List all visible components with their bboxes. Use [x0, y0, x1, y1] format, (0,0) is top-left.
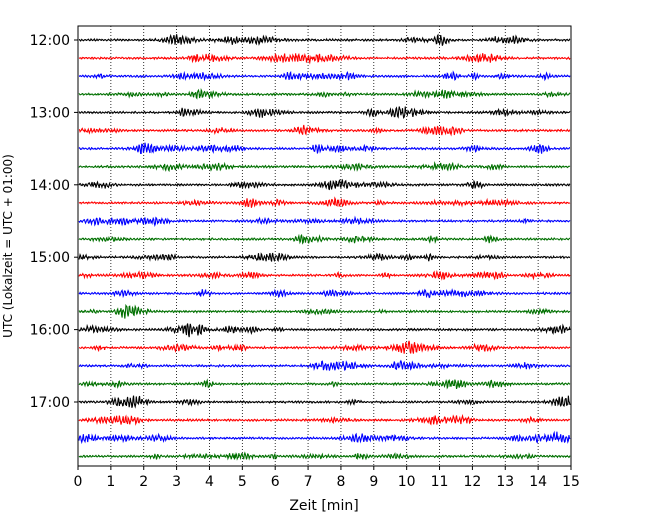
- trace-line: [78, 323, 571, 338]
- x-tick-label: 8: [336, 474, 345, 490]
- x-axis-label: Zeit [min]: [289, 498, 358, 514]
- trace-line: [78, 359, 571, 371]
- trace-line: [78, 288, 571, 299]
- y-tick-label: 17:00: [30, 395, 70, 411]
- trace-line: [78, 88, 571, 100]
- x-tick-label: 13: [496, 474, 514, 490]
- y-axis-label: UTC (Lokalzeit = UTC + 01:00): [1, 154, 15, 338]
- y-tick-label: 14:00: [30, 178, 70, 194]
- trace-line: [78, 252, 571, 263]
- y-tick-label: 15:00: [30, 250, 70, 266]
- trace-line: [78, 160, 571, 173]
- x-tick-label: 7: [304, 474, 313, 490]
- x-tick-label: 6: [271, 474, 280, 490]
- trace-line: [78, 413, 571, 426]
- grid-layer: [110, 26, 539, 466]
- trace-line: [78, 33, 571, 46]
- trace-line: [78, 178, 571, 191]
- trace-line: [78, 340, 571, 354]
- trace-line: [78, 395, 571, 409]
- trace-line: [78, 233, 571, 245]
- trace-line: [78, 270, 571, 281]
- plot-frame: [77, 25, 572, 467]
- x-tick-label: 0: [74, 474, 83, 490]
- x-tick-label: 5: [238, 474, 247, 490]
- y-tick-label: 12:00: [30, 33, 70, 49]
- x-tick-label: 12: [463, 474, 481, 490]
- trace-line: [78, 451, 571, 461]
- x-tick-label: 3: [172, 474, 181, 490]
- x-tick-label: 4: [205, 474, 214, 490]
- trace-line: [78, 378, 571, 390]
- x-tick-label: 15: [562, 474, 580, 490]
- x-tick-layer: 0 1 2 3 4 5 6 7 8 9 10 11 12 13 14 15: [74, 466, 580, 490]
- y-tick-label: 13:00: [30, 105, 70, 121]
- trace-line: [78, 215, 571, 228]
- trace-line: [78, 124, 571, 137]
- x-tick-label: 10: [398, 474, 416, 490]
- y-tick-label: 16:00: [30, 323, 70, 339]
- x-tick-label: 11: [431, 474, 449, 490]
- trace-line: [78, 70, 571, 82]
- x-tick-label: 2: [139, 474, 148, 490]
- y-tick-layer: 12:00 13:00 14:00 15:00 16:00 17:00: [30, 33, 78, 411]
- trace-line: [78, 430, 571, 445]
- trace-layer: [78, 33, 571, 461]
- trace-line: [78, 52, 571, 65]
- trace-line: [78, 106, 571, 120]
- trace-line: [78, 142, 571, 155]
- trace-line: [78, 303, 571, 319]
- x-tick-label: 9: [369, 474, 378, 490]
- x-tick-label: 14: [529, 474, 547, 490]
- trace-line: [78, 196, 571, 208]
- x-tick-label: 1: [106, 474, 115, 490]
